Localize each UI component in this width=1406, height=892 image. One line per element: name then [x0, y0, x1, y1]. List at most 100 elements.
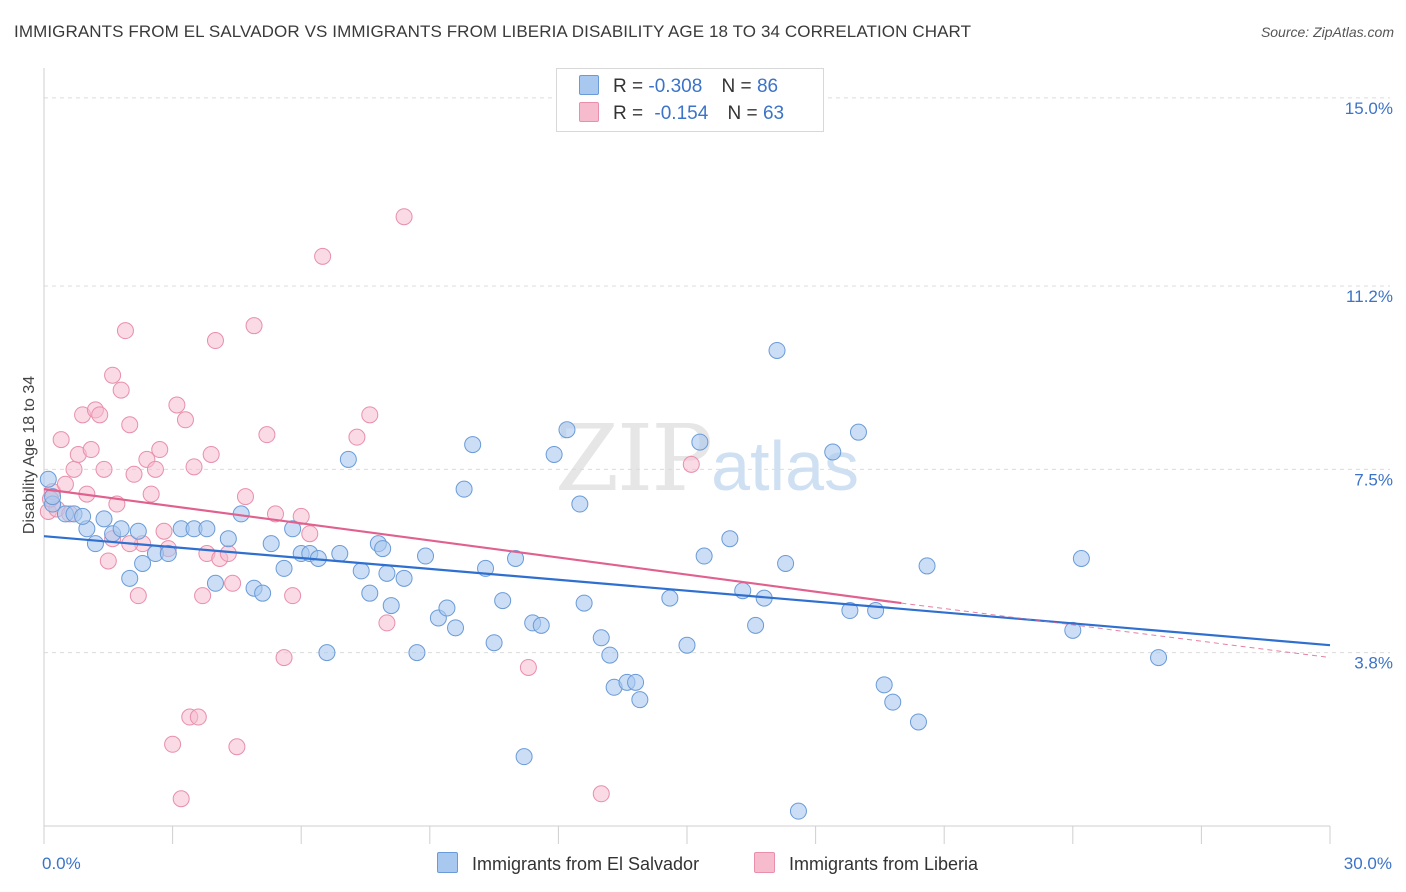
point-liberia [125, 465, 143, 483]
bottom-legend-swatch-liberia [754, 852, 775, 873]
bottom-legend-swatch-el-salvador [437, 852, 458, 873]
bottom-legend-liberia: Immigrants from Liberia [754, 852, 978, 875]
point-liberia [95, 460, 113, 478]
point-el-salvador [721, 530, 739, 548]
point-el-salvador [601, 646, 619, 664]
legend-swatch-el-salvador [579, 75, 599, 95]
point-el-salvador [592, 629, 610, 647]
point-liberia [104, 366, 122, 384]
point-el-salvador [74, 507, 92, 525]
point-el-salvador [691, 433, 709, 451]
point-el-salvador [121, 569, 139, 587]
point-liberia [164, 735, 182, 753]
point-liberia [378, 614, 396, 632]
point-el-salvador [789, 802, 807, 820]
y-tick-label: 15.0% [1345, 99, 1393, 118]
point-el-salvador [575, 594, 593, 612]
point-el-salvador [44, 488, 62, 506]
legend-row-liberia: R = -0.154 N = 63 [579, 102, 784, 126]
point-el-salvador [884, 693, 902, 711]
point-el-salvador [545, 445, 563, 463]
point-el-salvador [867, 602, 885, 620]
point-el-salvador [331, 545, 349, 563]
point-liberia [519, 658, 537, 676]
point-liberia [176, 411, 194, 429]
point-liberia [112, 381, 130, 399]
point-el-salvador [438, 599, 456, 617]
point-liberia [236, 488, 254, 506]
point-liberia [266, 505, 284, 523]
point-el-salvador [198, 520, 216, 538]
point-liberia [275, 649, 293, 667]
point-liberia [65, 460, 83, 478]
point-el-salvador [875, 676, 893, 694]
point-el-salvador [408, 644, 426, 662]
point-el-salvador [134, 554, 152, 572]
point-liberia [219, 545, 237, 563]
point-el-salvador [318, 644, 336, 662]
point-liberia [155, 522, 173, 540]
point-el-salvador [532, 616, 550, 634]
point-el-salvador [841, 602, 859, 620]
point-el-salvador [918, 557, 936, 575]
chart-title: IMMIGRANTS FROM EL SALVADOR VS IMMIGRANT… [14, 22, 972, 41]
legend-r-value-el-salvador: -0.308 [648, 76, 703, 97]
point-liberia [56, 475, 74, 493]
point-el-salvador [485, 634, 503, 652]
point-el-salvador [447, 619, 465, 637]
legend-r-label: R = [613, 103, 644, 124]
legend-r-label: R = [613, 76, 644, 97]
series-liberia-points [39, 208, 700, 808]
watermark: ZIPatlas [555, 405, 859, 512]
legend-row-el-salvador: R = -0.308 N = 86 [579, 75, 778, 99]
point-el-salvador [627, 673, 645, 691]
point-el-salvador [361, 584, 379, 602]
y-tick-label: 3.8% [1354, 654, 1393, 673]
y-tick-label: 7.5% [1354, 470, 1393, 489]
point-el-salvador [86, 535, 104, 553]
point-el-salvador [374, 540, 392, 558]
point-el-salvador [95, 510, 113, 528]
point-liberia [258, 426, 276, 444]
legend-r-value-liberia: -0.154 [654, 103, 709, 124]
point-liberia [91, 406, 109, 424]
trend-line-liberia-extension [901, 602, 1331, 659]
point-liberia [142, 485, 160, 503]
bottom-legend-label-liberia: Immigrants from Liberia [789, 854, 979, 874]
trend-line-liberia [43, 488, 902, 605]
point-el-salvador [558, 421, 576, 439]
correlation-legend: R = -0.308 N = 86 R = -0.154 N = 63 [556, 68, 824, 132]
point-el-salvador [382, 597, 400, 615]
point-liberia [682, 455, 700, 473]
legend-n-value-liberia: 63 [762, 103, 785, 124]
series-el-salvador-points [39, 341, 1168, 820]
point-el-salvador [464, 436, 482, 454]
point-el-salvador [695, 547, 713, 565]
trend-lines [43, 488, 1331, 659]
point-liberia [82, 441, 100, 459]
point-liberia [245, 317, 263, 335]
point-el-salvador [455, 480, 473, 498]
legend-swatch-liberia [579, 102, 599, 122]
point-el-salvador [39, 470, 57, 488]
point-liberia [301, 525, 319, 543]
point-liberia [348, 428, 366, 446]
point-el-salvador [275, 559, 293, 577]
point-el-salvador [206, 574, 224, 592]
point-liberia [202, 445, 220, 463]
point-el-salvador [768, 341, 786, 359]
point-liberia [172, 790, 190, 808]
point-el-salvador [417, 547, 435, 565]
point-liberia [395, 208, 413, 226]
bottom-legend-el-salvador: Immigrants from El Salvador [437, 852, 699, 875]
point-el-salvador [378, 564, 396, 582]
point-el-salvador [219, 530, 237, 548]
point-liberia [151, 441, 169, 459]
point-el-salvador [747, 616, 765, 634]
point-liberia [168, 396, 186, 414]
point-liberia [116, 322, 134, 340]
y-tick-label: 11.2% [1346, 287, 1393, 306]
point-liberia [361, 406, 379, 424]
x-tick-label: 0.0% [42, 854, 81, 873]
